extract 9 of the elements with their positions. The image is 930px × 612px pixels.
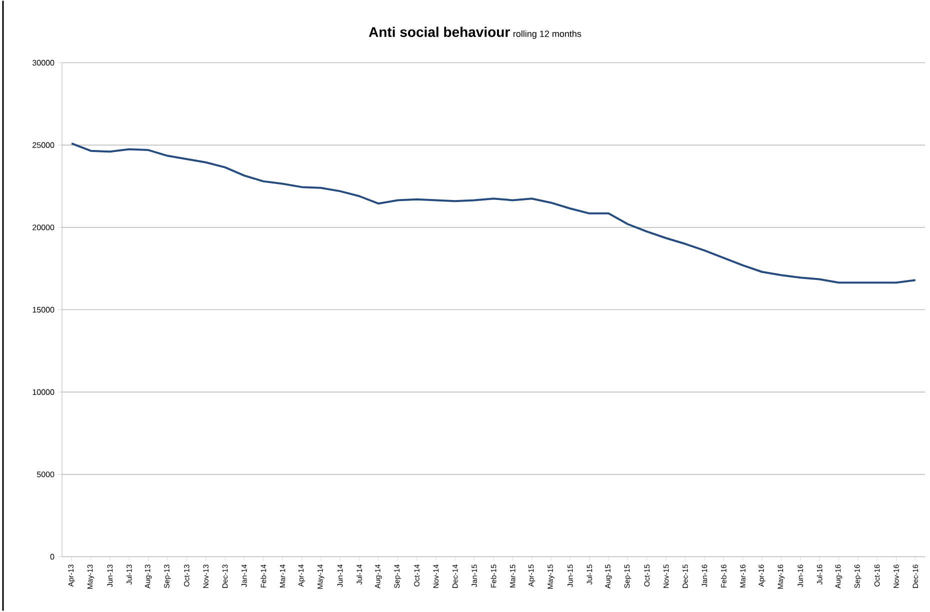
y-tick-label: 10000 — [32, 390, 54, 396]
y-tick-label: 0 — [50, 554, 54, 560]
y-tick-label: 15000 — [32, 307, 54, 313]
chart-subtitle: rolling 12 months — [514, 30, 582, 39]
chart-title: Anti social behaviour — [368, 26, 510, 38]
y-tick-label: 20000 — [32, 224, 54, 230]
y-tick-label: 25000 — [32, 142, 54, 148]
y-tick-label: 5000 — [36, 472, 54, 478]
y-tick-label: 30000 — [32, 60, 54, 66]
